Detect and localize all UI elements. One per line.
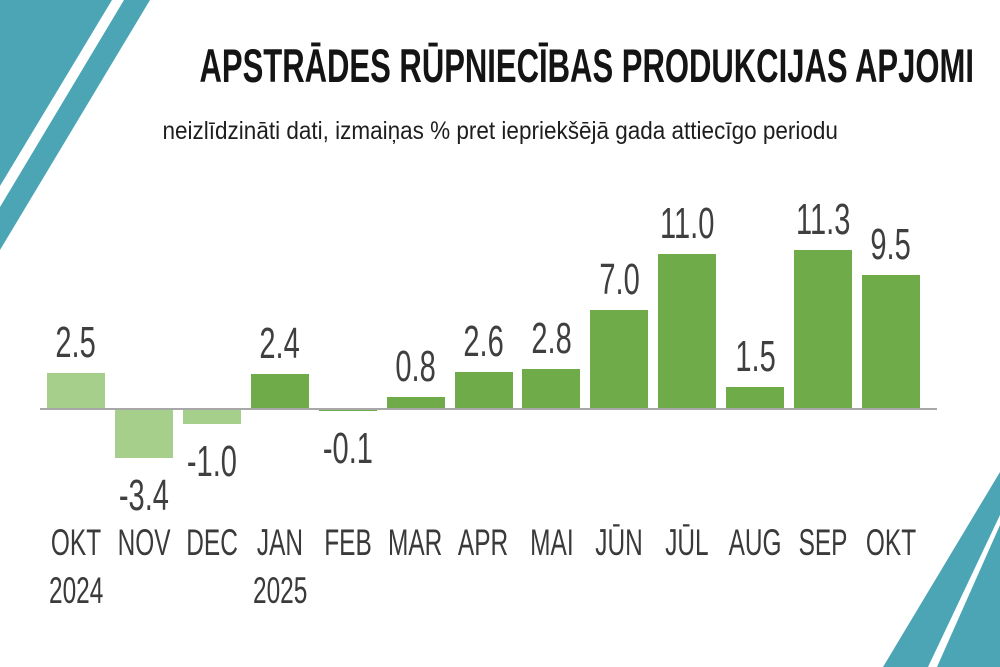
bar-0-okt — [47, 373, 105, 408]
page-title: APSTRĀDES RŪPNIECĪBAS PRODUKCIJAS APJOMI — [0, 40, 1000, 92]
bar-value-label: -1.0 — [186, 437, 237, 486]
page-subtitle: neizlīdzināti dati, izmaiņas % pret iepr… — [0, 114, 1000, 148]
x-axis-year-label: 2025 — [252, 570, 307, 611]
x-axis-label: APR — [458, 522, 509, 563]
bar-8-jūn — [590, 310, 649, 408]
page-title-text: APSTRĀDES RŪPNIECĪBAS PRODUKCIJAS APJOMI — [199, 39, 974, 92]
bar-value-label: 7.0 — [599, 255, 640, 304]
bar-value-label: 2.6 — [463, 317, 504, 366]
bar-6-apr — [454, 372, 513, 408]
x-axis-label: FEB — [323, 522, 372, 563]
bar-3-jan — [250, 374, 309, 408]
bar-value-label: 0.8 — [395, 342, 436, 391]
bar-1-nov — [114, 410, 173, 458]
page-subtitle-text: neizlīdzināti dati, izmaiņas % pret iepr… — [162, 117, 838, 145]
bar-11-sep — [794, 250, 853, 408]
x-axis-label: JŪN — [595, 522, 644, 563]
x-axis-line — [40, 408, 937, 410]
bar-value-label: 11.3 — [795, 195, 851, 244]
x-axis-label: JAN — [256, 522, 303, 563]
x-axis-label: SEP — [798, 522, 848, 563]
bar-value-label: 11.0 — [660, 199, 715, 248]
bar-7-mai — [522, 369, 581, 408]
x-axis-label: OKT — [865, 522, 917, 563]
x-axis-label: AUG — [728, 522, 782, 563]
bar-value-label: 2.5 — [55, 318, 97, 367]
bar-4-feb — [318, 410, 377, 411]
bar-12-okt — [862, 275, 921, 408]
x-axis-label: MAI — [529, 522, 574, 563]
x-axis-label: DEC — [186, 522, 238, 563]
x-axis-label: JŪL — [665, 522, 709, 563]
bar-9-jūl — [658, 254, 717, 408]
bar-5-mar — [386, 397, 445, 408]
x-axis-label: NOV — [117, 522, 171, 563]
bar-value-label: -3.4 — [118, 471, 169, 520]
bar-value-label: -0.1 — [322, 424, 373, 473]
bar-10-aug — [726, 387, 785, 408]
x-axis-label: MAR — [388, 522, 443, 563]
bar-2-dec — [182, 410, 241, 424]
bar-value-label: 2.4 — [259, 319, 300, 368]
bar-value-label: 9.5 — [870, 220, 912, 269]
x-axis-label: OKT — [50, 522, 102, 563]
bar-value-label: 2.8 — [531, 314, 572, 363]
x-axis-year-label: 2024 — [48, 570, 104, 611]
bar-value-label: 1.5 — [734, 332, 776, 381]
